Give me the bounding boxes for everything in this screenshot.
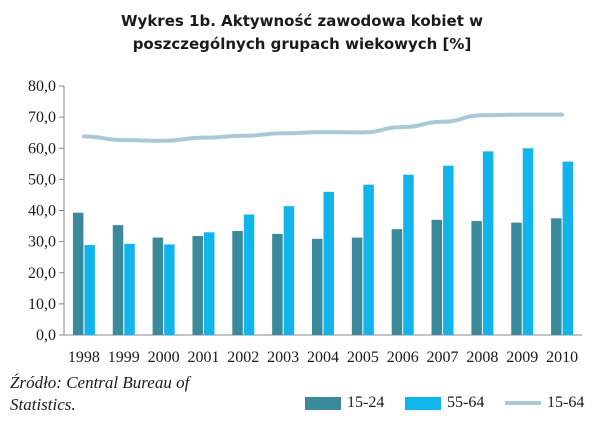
y-tick-label: 20,0 bbox=[28, 265, 56, 282]
bar-55-64-2002 bbox=[243, 214, 255, 335]
x-tick-label: 2004 bbox=[307, 349, 339, 366]
bar-55-64-2006 bbox=[403, 174, 414, 335]
x-tick-label: 2000 bbox=[148, 349, 180, 366]
bar-15-24-2009 bbox=[511, 222, 522, 335]
bar-55-64-2000 bbox=[164, 244, 175, 335]
bar-15-24-1998 bbox=[72, 212, 84, 335]
bar-55-64-2004 bbox=[323, 191, 334, 335]
x-tick-label: 2006 bbox=[387, 349, 419, 366]
y-tick-label: 10,0 bbox=[28, 296, 56, 313]
x-tick-label: 2003 bbox=[267, 349, 299, 366]
x-tick-label: 2007 bbox=[427, 349, 459, 366]
y-tick-label: 30,0 bbox=[28, 234, 56, 251]
bar-55-64-2010 bbox=[562, 161, 574, 335]
chart-title-line-2: poszczególnych grupach wiekowych [%] bbox=[132, 35, 472, 53]
bar-55-64-2003 bbox=[283, 206, 295, 335]
bar-15-24-2007 bbox=[431, 219, 443, 335]
bar-15-24-2006 bbox=[391, 229, 403, 335]
x-tick-label: 2001 bbox=[187, 349, 219, 366]
bar-15-24-2003 bbox=[272, 233, 283, 335]
bar-15-24-2002 bbox=[232, 231, 243, 335]
x-tick-label: 1999 bbox=[108, 349, 140, 366]
y-tick-label: 50,0 bbox=[28, 171, 56, 188]
bar-55-64-2008 bbox=[482, 151, 494, 335]
bar-55-64-2007 bbox=[443, 165, 454, 335]
x-tick-label: 2009 bbox=[506, 349, 538, 366]
source-note-line-2: Statistics. bbox=[10, 395, 76, 414]
source-note: Źródło: Central Bureau of Statistics. bbox=[10, 372, 189, 416]
y-tick-label: 40,0 bbox=[28, 203, 56, 220]
line-series-15-64 bbox=[81, 112, 565, 143]
y-tick-label: 70,0 bbox=[28, 109, 56, 126]
bar-55-64-1998 bbox=[84, 245, 95, 335]
bar-55-64-2009 bbox=[522, 148, 534, 335]
source-note-line-1: Źródło: Central Bureau of bbox=[10, 373, 190, 392]
chart-title: Wykres 1b. Aktywność zawodowa kobiet w p… bbox=[0, 10, 604, 56]
x-tick-label: 1998 bbox=[68, 349, 100, 366]
x-tick-label: 2010 bbox=[546, 349, 578, 366]
bar-15-24-2004 bbox=[312, 238, 323, 335]
x-tick-label: 2008 bbox=[466, 349, 498, 366]
y-tick-label: 80,0 bbox=[28, 78, 56, 95]
bar-55-64-1999 bbox=[124, 243, 135, 335]
bar-55-64-2001 bbox=[203, 232, 215, 335]
y-tick-label: 0,0 bbox=[36, 327, 56, 344]
bar-15-24-2010 bbox=[551, 218, 562, 335]
bar-55-64-2005 bbox=[363, 184, 374, 335]
bar-15-24-2008 bbox=[471, 221, 482, 335]
x-tick-label: 2005 bbox=[347, 349, 379, 366]
bar-15-24-1999 bbox=[112, 225, 124, 335]
y-tick-label: 60,0 bbox=[28, 140, 56, 157]
x-tick-label: 2002 bbox=[227, 349, 259, 366]
bar-15-24-2001 bbox=[192, 236, 203, 335]
chart-title-line-1: Wykres 1b. Aktywność zawodowa kobiet w bbox=[121, 12, 483, 30]
bar-15-24-2005 bbox=[351, 237, 363, 335]
bar-15-24-2000 bbox=[152, 237, 164, 335]
